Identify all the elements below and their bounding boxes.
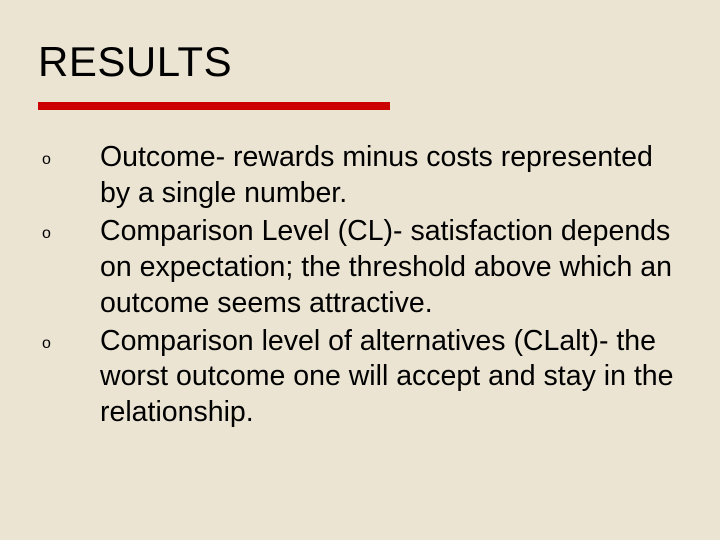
list-item: o Comparison level of alternatives (CLal… [38,324,688,432]
slide: RESULTS o Outcome- rewards minus costs r… [0,0,720,540]
bullet-icon: o [38,140,100,178]
list-item-text: Comparison level of alternatives (CLalt)… [100,324,688,432]
list-item-text: Comparison Level (CL)- satisfaction depe… [100,214,688,322]
body-content: o Outcome- rewards minus costs represent… [38,140,688,433]
bullet-icon: o [38,324,100,362]
list-item: o Outcome- rewards minus costs represent… [38,140,688,212]
bullet-icon: o [38,214,100,252]
title-underline [38,102,390,110]
list-item-text: Outcome- rewards minus costs represented… [100,140,688,212]
list-item: o Comparison Level (CL)- satisfaction de… [38,214,688,322]
slide-title: RESULTS [38,38,232,86]
